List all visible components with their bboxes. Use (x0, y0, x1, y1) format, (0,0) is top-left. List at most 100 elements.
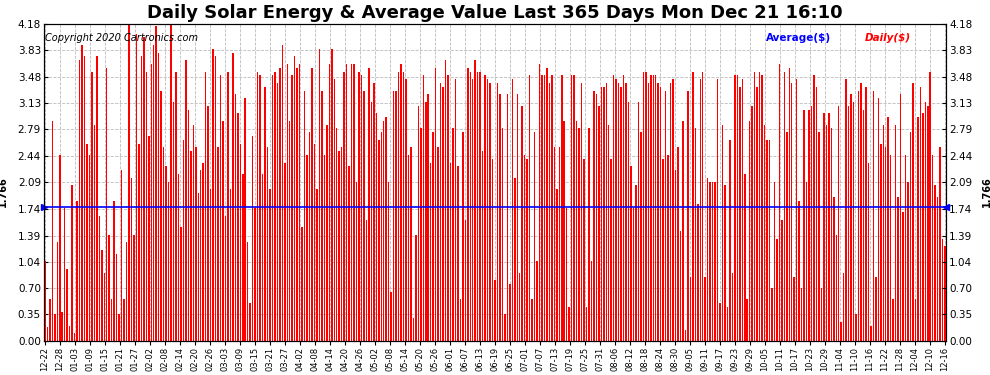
Bar (212, 49, 214, 341)
Bar (158, 53, 159, 341)
Bar (119, 315, 120, 341)
Bar (796, 79, 797, 341)
Bar (524, 155, 526, 341)
Bar (193, 124, 194, 341)
Title: Daily Solar Energy & Average Value Last 365 Days Mon Dec 21 16:10: Daily Solar Energy & Average Value Last … (148, 4, 842, 22)
Bar (170, 22, 172, 341)
Bar (47, 327, 49, 341)
Bar (472, 79, 473, 341)
Bar (202, 163, 204, 341)
Bar (831, 129, 832, 341)
Bar (79, 60, 80, 341)
Bar (695, 129, 696, 341)
Bar (225, 216, 226, 341)
Bar (240, 144, 241, 341)
Bar (54, 315, 55, 341)
Bar (232, 53, 234, 341)
Bar (385, 117, 387, 341)
Bar (358, 72, 359, 341)
Bar (652, 75, 654, 341)
Bar (464, 220, 466, 341)
Bar (296, 68, 298, 341)
Bar (798, 201, 800, 341)
Bar (146, 72, 148, 341)
Bar (405, 79, 407, 341)
Bar (160, 90, 162, 341)
Bar (423, 75, 424, 341)
Bar (920, 87, 921, 341)
Bar (454, 79, 456, 341)
Bar (139, 144, 140, 341)
Bar (467, 68, 468, 341)
Bar (398, 72, 399, 341)
Bar (593, 90, 595, 341)
Bar (932, 155, 934, 341)
Bar (766, 140, 768, 341)
Bar (89, 155, 90, 341)
Bar (862, 110, 864, 341)
Bar (702, 72, 704, 341)
Bar (880, 144, 881, 341)
Bar (281, 45, 283, 341)
Bar (910, 132, 911, 341)
Bar (561, 75, 562, 341)
Bar (603, 87, 605, 341)
Bar (857, 90, 859, 341)
Bar (61, 312, 63, 341)
Bar (410, 147, 412, 341)
Bar (355, 182, 357, 341)
Bar (425, 102, 427, 341)
Bar (754, 72, 755, 341)
Bar (124, 299, 125, 341)
Bar (249, 303, 250, 341)
Bar (183, 140, 184, 341)
Bar (433, 132, 434, 341)
Bar (672, 79, 674, 341)
Bar (529, 75, 531, 341)
Bar (395, 90, 397, 341)
Bar (245, 98, 246, 341)
Bar (616, 79, 617, 341)
Bar (717, 79, 719, 341)
Bar (227, 72, 229, 341)
Bar (636, 185, 637, 341)
Bar (905, 155, 906, 341)
Bar (299, 64, 300, 341)
Text: 1.766: 1.766 (0, 176, 8, 207)
Bar (643, 72, 644, 341)
Bar (930, 72, 931, 341)
Bar (443, 87, 444, 341)
Bar (803, 110, 805, 341)
Bar (650, 75, 651, 341)
Bar (944, 246, 945, 341)
Bar (400, 64, 402, 341)
Bar (756, 87, 758, 341)
Bar (534, 132, 536, 341)
Bar (324, 155, 325, 341)
Bar (251, 136, 253, 341)
Bar (806, 182, 807, 341)
Bar (492, 159, 493, 341)
Bar (776, 238, 778, 341)
Bar (353, 64, 354, 341)
Bar (311, 68, 313, 341)
Bar (447, 75, 448, 341)
Bar (821, 288, 822, 341)
Bar (56, 242, 58, 341)
Bar (633, 208, 635, 341)
Bar (860, 83, 861, 341)
Bar (449, 163, 451, 341)
Bar (254, 208, 255, 341)
Bar (388, 182, 389, 341)
Bar (895, 124, 896, 341)
Bar (383, 121, 384, 341)
Bar (727, 307, 729, 341)
Bar (566, 208, 567, 341)
Bar (548, 83, 550, 341)
Bar (720, 303, 721, 341)
Bar (222, 121, 224, 341)
Bar (368, 68, 369, 341)
Bar (935, 185, 936, 341)
Bar (662, 159, 664, 341)
Bar (737, 75, 739, 341)
